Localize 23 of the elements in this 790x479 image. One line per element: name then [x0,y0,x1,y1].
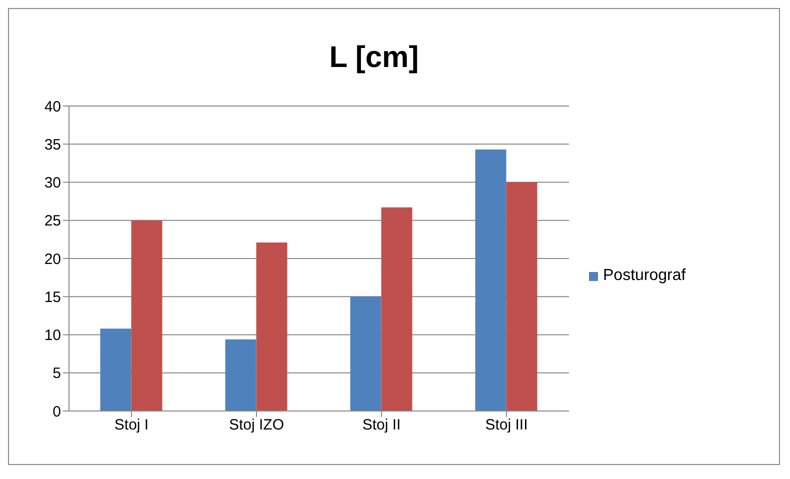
y-tick-label: 5 [52,365,61,382]
bar [475,149,506,411]
y-tick-label: 15 [44,288,61,306]
y-tick-label: 25 [44,212,61,230]
y-tick-label: 30 [44,174,61,192]
y-tick-label: 20 [44,250,61,268]
bar [506,182,538,411]
y-tick-label: 10 [44,327,61,344]
bar [350,296,382,411]
bar [381,207,412,411]
bar [225,339,256,411]
bar [131,220,162,411]
chart-title: L [cm] [328,40,420,76]
x-tick-label: Stoj I [114,416,149,434]
x-tick-label: Stoj III [485,416,528,434]
y-tick-label: 35 [44,136,61,154]
x-tick-label: Stoj IZO [228,416,284,434]
bar [100,328,132,411]
x-tick-label: Stoj II [362,416,401,434]
y-tick-label: 40 [44,98,61,116]
bar [256,242,288,411]
legend-label: Posturograf [602,267,687,285]
y-tick-label: 0 [52,403,61,420]
